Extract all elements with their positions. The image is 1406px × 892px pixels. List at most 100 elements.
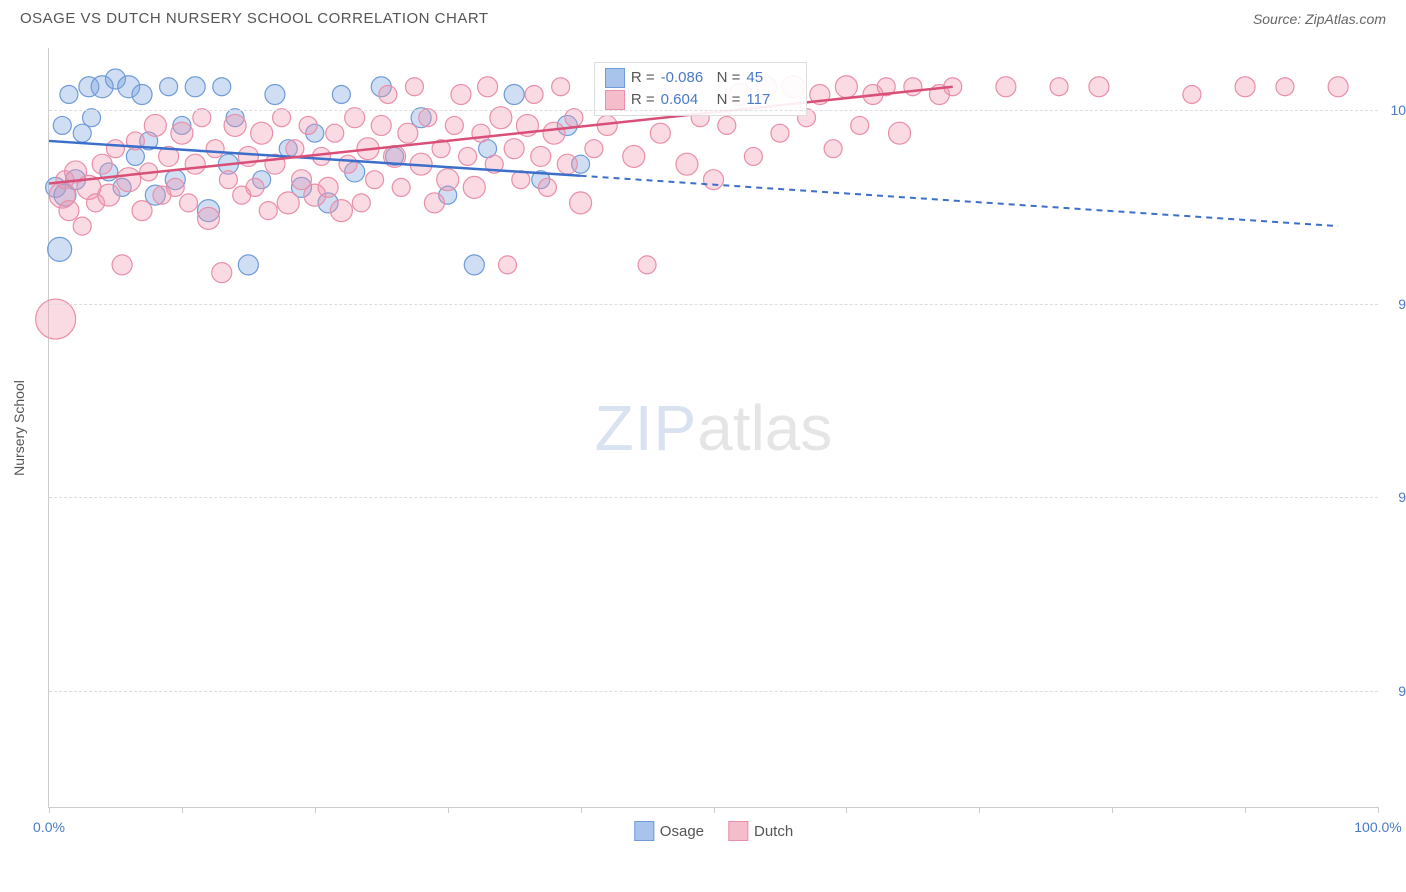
scatter-point [171, 122, 193, 144]
legend-label: Osage [660, 823, 704, 840]
scatter-point [538, 178, 556, 196]
stats-row: R =0.604N =117 [605, 89, 797, 111]
x-tick [49, 807, 50, 813]
scatter-point [405, 78, 423, 96]
scatter-point [352, 194, 370, 212]
gridline [49, 304, 1378, 305]
scatter-point [60, 85, 78, 103]
scatter-point [570, 192, 592, 214]
scatter-point [144, 114, 166, 136]
scatter-point [36, 299, 76, 339]
scatter-point [83, 109, 101, 127]
scatter-point [650, 123, 670, 143]
scatter-point [92, 154, 112, 174]
legend-bottom: Osage Dutch [634, 821, 793, 841]
chart-plot-area: Nursery School ZIPatlas R =-0.086N =45R … [48, 48, 1378, 808]
scatter-point [53, 116, 71, 134]
scatter-point [676, 153, 698, 175]
scatter-point [339, 155, 357, 173]
scatter-point [166, 178, 184, 196]
y-tick-label: 97.5% [1383, 296, 1406, 312]
y-tick-label: 95.0% [1383, 489, 1406, 505]
scatter-point [326, 124, 344, 142]
scatter-point [213, 78, 231, 96]
scatter-point [265, 84, 285, 104]
legend-item: Dutch [728, 821, 793, 841]
scatter-point [557, 154, 577, 174]
x-tick [714, 807, 715, 813]
scatter-point [623, 145, 645, 167]
scatter-point [246, 178, 264, 196]
scatter-point [160, 78, 178, 96]
chart-source: Source: ZipAtlas.com [1253, 11, 1386, 27]
scatter-point [419, 109, 437, 127]
scatter-point [1276, 78, 1294, 96]
trend-line-extrapolated [581, 176, 1339, 226]
gridline [49, 497, 1378, 498]
scatter-point [48, 237, 72, 261]
stat-n-value: 45 [746, 67, 796, 89]
x-tick [1378, 807, 1379, 813]
x-tick [846, 807, 847, 813]
scatter-point [392, 178, 410, 196]
scatter-point [330, 200, 352, 222]
stat-r-label: R = [631, 67, 655, 89]
scatter-point [565, 109, 583, 127]
gridline [49, 691, 1378, 692]
y-tick-label: 92.5% [1383, 683, 1406, 699]
scatter-point [1328, 77, 1348, 97]
legend-swatch [605, 90, 625, 110]
scatter-point [299, 116, 317, 134]
scatter-point [525, 85, 543, 103]
scatter-point [379, 85, 397, 103]
legend-swatch [728, 821, 748, 841]
scatter-point [398, 123, 418, 143]
scatter-point [117, 168, 141, 192]
legend-item: Osage [634, 821, 704, 841]
scatter-point [704, 170, 724, 190]
scatter-point [332, 85, 350, 103]
scatter-point [193, 109, 211, 127]
scatter-point [638, 256, 656, 274]
scatter-point [718, 116, 736, 134]
scatter-point [464, 255, 484, 275]
chart-header: OSAGE VS DUTCH NURSERY SCHOOL CORRELATIO… [0, 0, 1406, 35]
scatter-point [824, 140, 842, 158]
scatter-point [1050, 78, 1068, 96]
scatter-point [543, 122, 565, 144]
scatter-point [996, 77, 1016, 97]
scatter-point [499, 256, 517, 274]
scatter-point [312, 147, 330, 165]
x-tick-label: 0.0% [33, 819, 65, 835]
scatter-point [835, 76, 857, 98]
scatter-point [180, 194, 198, 212]
scatter-point [504, 84, 524, 104]
legend-swatch [605, 68, 625, 88]
scatter-point [445, 116, 463, 134]
scatter-point [251, 122, 273, 144]
scatter-point [504, 139, 524, 159]
scatter-point [552, 78, 570, 96]
legend-swatch [634, 821, 654, 841]
x-tick [1112, 807, 1113, 813]
scatter-point [585, 140, 603, 158]
scatter-point [904, 78, 922, 96]
scatter-point [112, 255, 132, 275]
scatter-point [451, 84, 471, 104]
scatter-point [73, 217, 91, 235]
stat-n-label: N = [717, 67, 741, 89]
scatter-point [437, 169, 459, 191]
scatter-point [238, 255, 258, 275]
scatter-point [98, 184, 120, 206]
scatter-point [424, 193, 444, 213]
scatter-point [1183, 85, 1201, 103]
scatter-point [197, 207, 219, 229]
scatter-point [219, 171, 237, 189]
scatter-point [366, 171, 384, 189]
scatter-point [73, 124, 91, 142]
scatter-point [478, 77, 498, 97]
x-tick [182, 807, 183, 813]
scatter-point [185, 77, 205, 97]
scatter-point [132, 84, 152, 104]
scatter-point [1235, 77, 1255, 97]
